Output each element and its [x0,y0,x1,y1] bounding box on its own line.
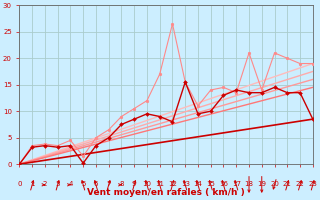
X-axis label: Vent moyen/en rafales ( km/h ): Vent moyen/en rafales ( km/h ) [87,188,245,197]
